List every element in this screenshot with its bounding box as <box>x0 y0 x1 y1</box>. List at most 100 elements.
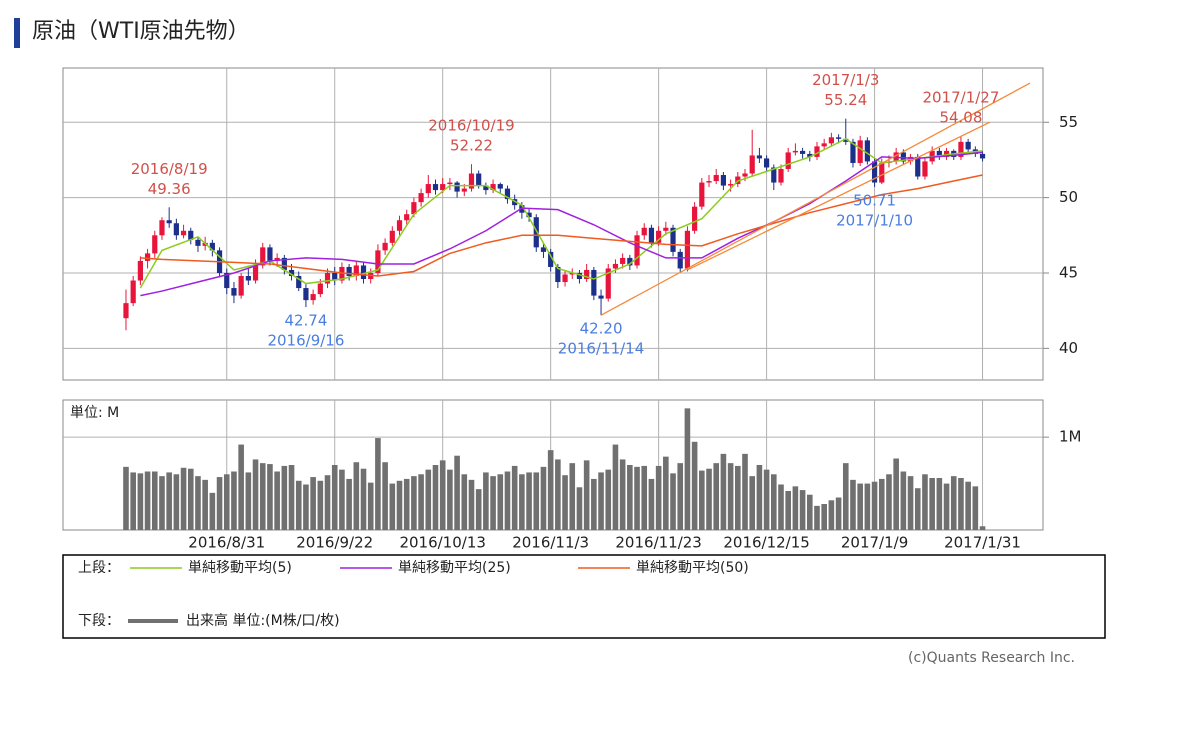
volume-bar <box>576 487 583 530</box>
candle-body <box>835 137 842 139</box>
candle-body <box>411 202 417 215</box>
x-tick-label: 2016/10/13 <box>399 534 485 552</box>
volume-bar <box>475 489 482 530</box>
volume-bar <box>173 474 180 530</box>
candle-body <box>260 247 266 266</box>
volume-bar <box>166 472 172 530</box>
volume-bar <box>634 466 640 530</box>
volume-bar <box>828 500 835 530</box>
x-tick-label: 2016/11/3 <box>512 534 589 552</box>
high-value: 49.36 <box>148 180 191 198</box>
candle-body <box>332 272 338 281</box>
volume-bar <box>871 481 878 530</box>
high-value: 54.08 <box>939 109 982 127</box>
volume-bar <box>778 484 784 530</box>
candle-body <box>821 143 827 147</box>
candle-body <box>656 230 662 243</box>
candle-body <box>540 247 547 252</box>
volume-bar <box>770 474 777 530</box>
candle-body <box>476 173 482 186</box>
candle-body <box>274 257 280 261</box>
volume-bar <box>763 469 770 530</box>
volume-bar <box>483 472 489 530</box>
candle-body <box>965 141 971 150</box>
candle-body <box>454 182 460 192</box>
volume-bar <box>598 472 604 530</box>
volume-bar <box>655 465 662 530</box>
trend-line <box>600 82 1031 316</box>
candle-body <box>188 230 194 240</box>
low-date: 2017/1/10 <box>836 211 913 229</box>
high-value: 55.24 <box>824 91 867 109</box>
volume-bar <box>684 408 691 530</box>
candle-body <box>396 220 403 231</box>
high-date: 2017/1/3 <box>812 71 879 89</box>
candle-body <box>771 167 777 183</box>
moving-average <box>140 174 983 277</box>
candle-body <box>814 146 820 157</box>
candle-body <box>792 150 798 153</box>
volume-bar <box>612 444 619 530</box>
legend-lower-label: 下段： <box>78 613 120 629</box>
volume-bar <box>324 475 331 530</box>
candle-body <box>879 162 885 183</box>
candle-body <box>512 199 518 206</box>
candle-body <box>871 161 878 183</box>
volume-bar <box>382 462 388 530</box>
low-date: 2016/9/16 <box>267 332 344 350</box>
volume-bar <box>130 472 136 530</box>
candle-body <box>144 253 151 261</box>
candle-body <box>634 235 640 266</box>
candle-body <box>490 184 496 191</box>
x-tick-label: 2016/9/22 <box>296 534 373 552</box>
legend-label: 単純移動平均(5) <box>188 560 292 576</box>
volume-bar <box>367 482 374 530</box>
candle-body <box>288 269 295 276</box>
candle-body <box>483 185 489 191</box>
candle-body <box>706 181 712 183</box>
volume-bar <box>526 472 532 530</box>
volume-bar <box>490 476 496 530</box>
volume-bar <box>403 478 410 530</box>
volume-bar <box>619 459 626 530</box>
volume-bar <box>842 463 849 530</box>
volume-bar <box>886 474 892 530</box>
candle-body <box>605 268 611 299</box>
candle-body <box>418 193 424 203</box>
volume-bar <box>432 465 439 530</box>
volume-bar <box>339 469 345 530</box>
candle-body <box>267 247 273 261</box>
volume-bar <box>468 479 475 530</box>
volume-bar <box>439 460 446 530</box>
volume-bar <box>195 476 201 530</box>
volume-bar <box>799 490 806 530</box>
candle-body <box>180 230 187 236</box>
volume-bar <box>583 460 590 530</box>
volume-bar <box>663 456 669 530</box>
high-date: 2017/1/27 <box>922 89 999 107</box>
volume-bar <box>821 504 827 530</box>
candle-body <box>166 220 172 224</box>
candle-body <box>281 257 287 270</box>
candle-body <box>159 220 165 236</box>
candle-body <box>562 274 568 283</box>
legend-label: 単純移動平均(25) <box>398 560 511 576</box>
volume-bar <box>231 471 237 530</box>
volume-bar <box>562 475 568 530</box>
candle-body <box>353 265 359 276</box>
volume-bar <box>850 479 856 530</box>
volume-bar <box>144 471 151 530</box>
candle-body <box>857 140 863 163</box>
volume-bar <box>504 471 511 530</box>
volume-bar <box>547 450 554 530</box>
volume-bar <box>943 483 950 530</box>
candle-body <box>497 184 503 189</box>
candle-body <box>807 153 813 157</box>
volume-bar <box>317 480 324 530</box>
candle-body <box>720 175 727 186</box>
candle-body <box>195 239 201 246</box>
volume-bar <box>360 468 367 530</box>
y-tick-label: 40 <box>1059 339 1078 357</box>
candle-body <box>440 184 446 191</box>
volume-bar <box>267 464 273 530</box>
